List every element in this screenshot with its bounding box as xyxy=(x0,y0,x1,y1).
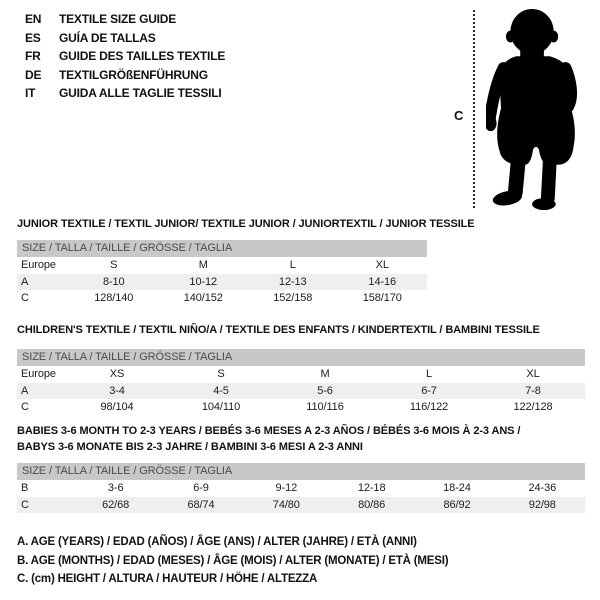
language-title: GUÍA DE TALLAS xyxy=(59,30,156,45)
language-title: GUIDE DES TAILLES TEXTILE xyxy=(59,49,226,64)
cell: 152/158 xyxy=(273,292,313,305)
table-row: B 3-6 6-9 9-12 12-18 18-24 24-36 xyxy=(17,480,585,497)
language-row: IT GUIDA ALLE TAGLIE TESSILI xyxy=(25,84,225,103)
cell: M xyxy=(320,368,330,381)
cell: L xyxy=(289,259,296,272)
cell: 5-6 xyxy=(317,384,333,397)
section-title-junior: JUNIOR TEXTILE / TEXTIL JUNIOR/ TEXTILE … xyxy=(17,218,475,230)
table-row: Europe S M L XL xyxy=(17,257,427,274)
cell: XS xyxy=(109,368,125,381)
language-code: ES xyxy=(25,30,41,45)
row-label: A xyxy=(21,275,29,288)
row-label: Europe xyxy=(21,368,56,381)
legend-line-a: A. AGE (YEARS) / EDAD (AÑOS) / ÂGE (ANS)… xyxy=(17,536,417,548)
table-row: A 8-10 10-12 12-13 14-16 xyxy=(17,273,427,290)
cell: 18-24 xyxy=(443,482,471,495)
language-code: FR xyxy=(25,49,41,64)
language-title: TEXTILE SIZE GUIDE xyxy=(59,12,177,27)
section-title-line: BABIES 3-6 MONTH TO 2-3 YEARS / BEBÉS 3-… xyxy=(17,425,521,437)
section-title-babies: BABIES 3-6 MONTH TO 2-3 YEARS / BEBÉS 3-… xyxy=(17,423,587,455)
size-table-header: SIZE / TALLA / TAILLE / GRÖSSE / TAGLIA xyxy=(17,349,585,366)
cell: M xyxy=(198,259,208,272)
size-table-junior: SIZE / TALLA / TAILLE / GRÖSSE / TAGLIA … xyxy=(17,240,427,307)
language-code: EN xyxy=(25,12,42,27)
table-row: A 3-4 4-5 5-6 6-7 7-8 xyxy=(17,382,585,399)
row-label: A xyxy=(21,384,29,397)
legend: A. AGE (YEARS) / EDAD (AÑOS) / ÂGE (ANS)… xyxy=(17,533,449,589)
size-table-header: SIZE / TALLA / TAILLE / GRÖSSE / TAGLIA xyxy=(17,240,427,257)
row-label: C xyxy=(21,292,29,305)
cell: 12-18 xyxy=(357,482,386,495)
legend-line-c: C. (cm) HEIGHT / ALTURA / HAUTEUR / HÖHE… xyxy=(17,573,318,585)
row-label: B xyxy=(21,482,29,495)
size-table-babies: SIZE / TALLA / TAILLE / GRÖSSE / TAGLIA … xyxy=(17,463,585,513)
language-list: EN TEXTILE SIZE GUIDE ES GUÍA DE TALLAS … xyxy=(25,10,225,103)
section-title-line: BABYS 3-6 MONATE BIS 2-3 JAHRE / BAMBINI… xyxy=(17,441,363,453)
table-row: C 128/140 140/152 152/158 158/170 xyxy=(17,290,427,307)
cell: 116/122 xyxy=(409,401,449,414)
cell: 9-12 xyxy=(275,482,298,495)
cell: 3-4 xyxy=(109,384,125,397)
cell: 104/110 xyxy=(201,401,241,414)
legend-line-b: B. AGE (MONTHS) / EDAD (MESES) / ÂGE (MO… xyxy=(17,554,449,567)
cell: 62/68 xyxy=(102,498,130,511)
table-row: C 98/104 104/110 110/116 116/122 122/128 xyxy=(17,399,585,416)
cell: S xyxy=(110,259,118,272)
cell: L xyxy=(425,368,433,381)
cell: 80/86 xyxy=(358,498,386,511)
baby-silhouette-image xyxy=(486,8,578,211)
row-label: Europe xyxy=(21,259,56,272)
cell: 24-36 xyxy=(528,482,557,495)
cell: 68/74 xyxy=(187,498,215,511)
size-table-header: SIZE / TALLA / TAILLE / GRÖSSE / TAGLIA xyxy=(17,463,585,480)
cell: S xyxy=(217,368,225,381)
language-title: GUIDA ALLE TAGLIE TESSILI xyxy=(59,86,222,101)
cell: 6-7 xyxy=(421,384,437,397)
cell: 12-13 xyxy=(278,275,307,288)
cell: XL xyxy=(375,259,389,272)
cell: 122/128 xyxy=(513,401,553,414)
cell: XL xyxy=(526,368,540,381)
table-row: C 62/68 68/74 74/80 80/86 86/92 92/98 xyxy=(17,496,585,513)
size-table-children: SIZE / TALLA / TAILLE / GRÖSSE / TAGLIA … xyxy=(17,349,585,416)
language-code: DE xyxy=(25,67,42,82)
cell: 6-9 xyxy=(193,482,209,495)
cell: 110/116 xyxy=(306,401,344,414)
row-label: C xyxy=(21,401,29,414)
language-row: FR GUIDE DES TAILLES TEXTILE xyxy=(25,47,225,66)
cell: 3-6 xyxy=(107,482,124,495)
cell: 158/170 xyxy=(362,292,402,305)
cell: 92/98 xyxy=(528,498,556,511)
cell: 98/104 xyxy=(100,401,134,414)
language-row: EN TEXTILE SIZE GUIDE xyxy=(25,10,225,29)
height-label: C xyxy=(454,108,464,123)
cell: 14-16 xyxy=(368,275,397,288)
cell: 140/152 xyxy=(183,292,223,305)
cell: 128/140 xyxy=(94,292,134,305)
cell: 4-5 xyxy=(213,384,229,397)
cell: 8-10 xyxy=(102,275,125,288)
cell: 86/92 xyxy=(443,498,471,511)
cell: 74/80 xyxy=(272,498,300,511)
language-code: IT xyxy=(25,86,36,101)
section-title-children: CHILDREN'S TEXTILE / TEXTIL NIÑO/A / TEX… xyxy=(17,324,540,336)
row-label: C xyxy=(21,498,29,511)
language-title: TEXTILGRÖßENFÜHRUNG xyxy=(59,67,208,82)
language-row: ES GUÍA DE TALLAS xyxy=(25,29,225,48)
table-row: Europe XS S M L XL xyxy=(17,366,585,383)
height-dotted-line xyxy=(473,10,475,208)
cell: 10-12 xyxy=(189,275,218,288)
cell: 7-8 xyxy=(525,384,541,397)
language-row: DE TEXTILGRÖßENFÜHRUNG xyxy=(25,66,225,85)
